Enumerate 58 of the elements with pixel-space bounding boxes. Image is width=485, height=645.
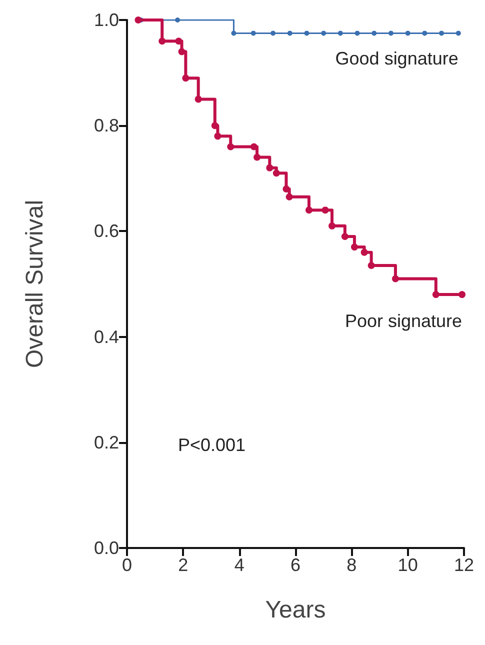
point <box>286 193 293 200</box>
point <box>231 30 236 36</box>
y-tick-label: 0.2 <box>94 432 119 452</box>
point <box>338 30 343 36</box>
y-tick-label: 0.6 <box>94 221 119 242</box>
point <box>178 48 186 56</box>
point <box>354 30 360 36</box>
x-tick-label: 8 <box>346 555 357 575</box>
point <box>211 122 218 130</box>
point <box>341 232 348 240</box>
point <box>282 185 290 192</box>
point <box>392 275 399 282</box>
y-tick-label: 0.0 <box>94 538 119 558</box>
point <box>350 244 358 251</box>
y-tick-label: 0.8 <box>94 116 119 136</box>
point <box>368 262 375 270</box>
point <box>360 248 368 256</box>
point <box>272 170 280 177</box>
point <box>175 38 182 45</box>
point <box>388 30 394 36</box>
x-axis-title: Years <box>265 596 326 624</box>
series-label: Poor signature <box>344 311 462 332</box>
y-tick-label: 1.0 <box>94 10 119 30</box>
annotation: P<0.001 <box>178 435 246 455</box>
point <box>432 291 440 298</box>
point <box>458 291 466 298</box>
y-axis-title: Overall Survival <box>22 200 48 368</box>
x-tick-label: 10 <box>398 555 418 575</box>
point <box>328 222 336 230</box>
point <box>304 30 310 36</box>
point <box>250 143 258 150</box>
x-tick-label: 4 <box>234 555 244 575</box>
series-label: Good signature <box>335 48 458 69</box>
point <box>372 30 377 36</box>
point <box>405 30 410 36</box>
point <box>322 206 329 214</box>
y-tick-label: 0.4 <box>94 326 119 347</box>
point <box>305 206 312 214</box>
point <box>266 164 274 172</box>
point <box>227 143 234 150</box>
x-tick-label: 6 <box>290 555 300 575</box>
point <box>422 30 428 36</box>
point <box>321 30 326 36</box>
x-tick-label: 0 <box>122 555 132 575</box>
point <box>456 30 461 36</box>
point <box>175 18 180 22</box>
point <box>287 30 292 36</box>
x-tick-label: 2 <box>178 555 188 575</box>
point <box>158 38 166 45</box>
x-tick-label: 12 <box>454 555 474 575</box>
point <box>134 16 142 24</box>
point <box>439 30 444 36</box>
point <box>250 30 256 36</box>
point <box>214 132 222 140</box>
point <box>254 154 261 161</box>
point <box>270 30 276 36</box>
point <box>194 96 202 103</box>
point <box>182 74 190 82</box>
